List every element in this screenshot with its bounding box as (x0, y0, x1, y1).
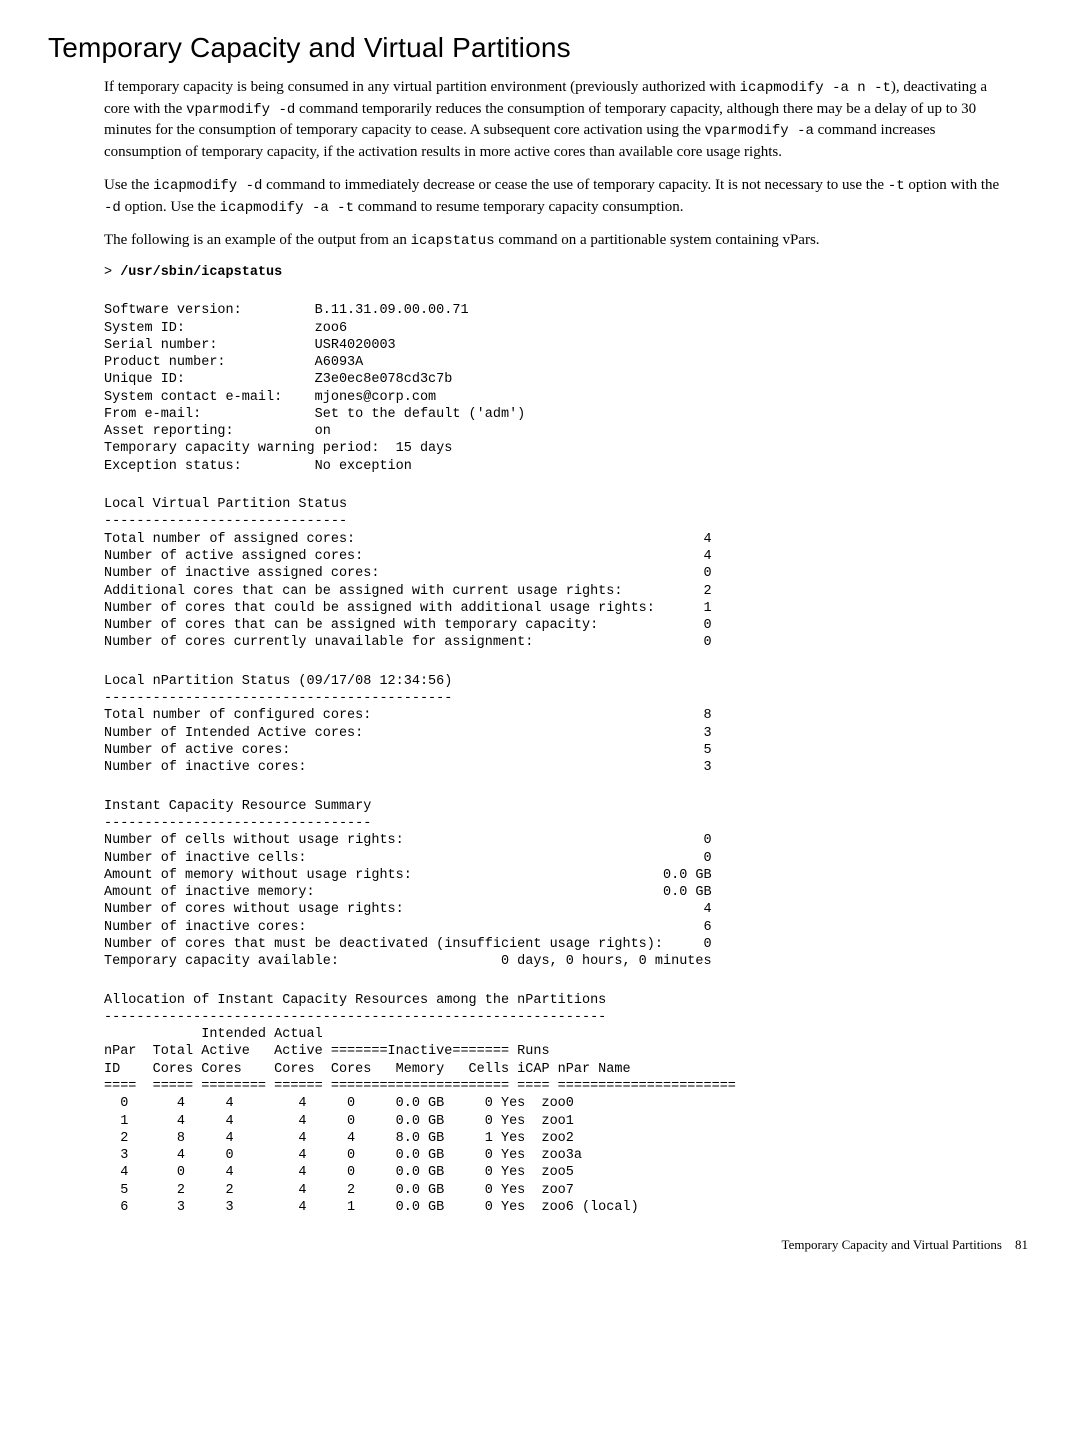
paragraph-2: Use the icapmodify -d command to immedia… (104, 175, 1004, 218)
p3-c1: icapstatus (411, 233, 495, 249)
paragraph-1: If temporary capacity is being consumed … (104, 77, 1004, 163)
footer-label: Temporary Capacity and Virtual Partition… (782, 1237, 1002, 1252)
p2-t8: command to resume temporary capacity con… (354, 199, 684, 215)
sysinfo-block: Software version: B.11.31.09.00.00.71 Sy… (104, 285, 1032, 475)
local-npartition-status: Local nPartition Status (09/17/08 12:34:… (104, 656, 1032, 777)
allocation-table: Allocation of Instant Capacity Resources… (104, 974, 1032, 1216)
command-line: > /usr/sbin/icapstatus (104, 264, 1032, 281)
p3-t0: The following is an example of the outpu… (104, 232, 411, 248)
footer-page: 81 (1015, 1237, 1028, 1252)
p2-c3: -t (888, 178, 905, 194)
p1-c1: icapmodify -a n -t (740, 80, 891, 96)
p2-c5: -d (104, 200, 121, 216)
p2-t0: Use the (104, 177, 153, 193)
p1-c5: vparmodify -a (705, 123, 814, 139)
p2-c1: icapmodify -d (153, 178, 262, 194)
local-virtual-partition-status: Local Virtual Partition Status ---------… (104, 479, 1032, 652)
command: /usr/sbin/icapstatus (120, 265, 282, 280)
p2-t2: command to immediately decrease or cease… (262, 177, 887, 193)
prompt: > (104, 265, 120, 280)
p2-c7: icapmodify -a -t (220, 200, 354, 216)
p3-t2: command on a partitionable system contai… (495, 232, 820, 248)
p2-t4: option with the (905, 177, 1000, 193)
p2-t6: option. Use the (121, 199, 220, 215)
section-title: Temporary Capacity and Virtual Partition… (48, 28, 1032, 67)
paragraph-3: The following is an example of the outpu… (104, 230, 1004, 252)
page-footer: Temporary Capacity and Virtual Partition… (48, 1236, 1032, 1254)
instant-capacity-resource-summary: Instant Capacity Resource Summary ------… (104, 780, 1032, 970)
p1-t0: If temporary capacity is being consumed … (104, 79, 740, 95)
p1-c3: vparmodify -d (186, 102, 295, 118)
